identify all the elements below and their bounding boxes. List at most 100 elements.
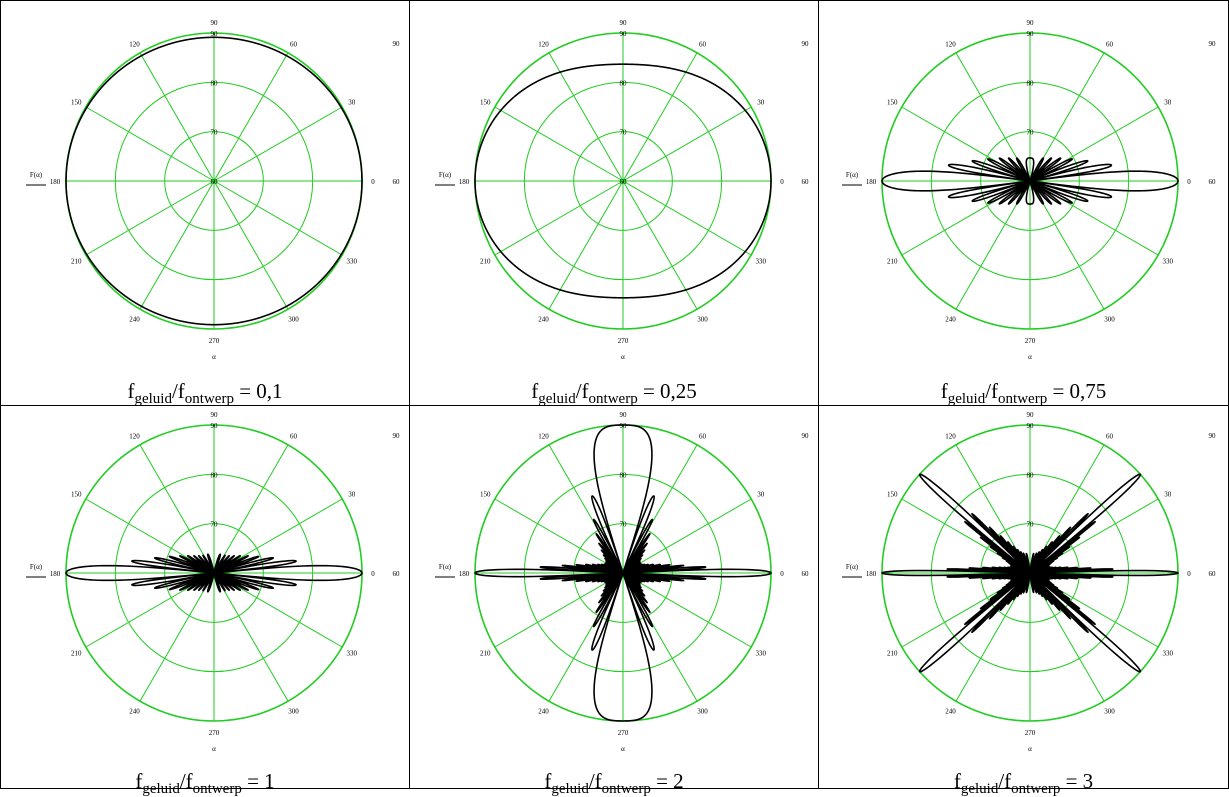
- caption-slash: /: [998, 769, 1005, 793]
- r-tick-right-top: 90: [802, 432, 810, 440]
- caption-f: f: [953, 769, 961, 793]
- caption-5: fgeluid/fontwerp = 2: [410, 771, 818, 797]
- theta-tick-label: 60: [290, 40, 298, 48]
- theta-tick-label: 270: [1025, 729, 1036, 737]
- theta-tick-label: 90: [211, 411, 219, 419]
- theta-tick-label: 150: [71, 99, 82, 107]
- theta-tick-label: 0: [780, 178, 784, 186]
- theta-tick-label: 150: [480, 99, 491, 107]
- r-tick-label: 80: [620, 471, 628, 479]
- polar-chart-3: 0 30 60 90 120 150 180 210 240 270 300 330 60 70 80 90 9…: [842, 19, 1216, 361]
- theta-axis-label: α: [621, 745, 625, 753]
- caption-f2: f: [581, 379, 589, 403]
- r-tick-label: 90: [211, 30, 219, 38]
- theta-tick-label: 240: [538, 316, 549, 324]
- theta-tick-label: 330: [755, 258, 766, 266]
- caption-sub-geluid: geluid: [947, 391, 986, 407]
- theta-tick-label: 0: [1187, 178, 1191, 186]
- theta-axis-label: α: [621, 353, 625, 361]
- theta-tick-label: 0: [1187, 570, 1191, 578]
- caption-3: fgeluid/fontwerp = 0,75: [819, 381, 1228, 407]
- theta-tick-label: 120: [129, 40, 140, 48]
- caption-value: = 0,25: [637, 379, 697, 403]
- grid-spoke: [494, 498, 624, 574]
- caption-f: f: [135, 769, 143, 793]
- directivity-curve: [65, 36, 363, 326]
- grid-spoke: [622, 572, 752, 648]
- grid-spoke: [622, 498, 752, 574]
- caption-sub-geluid: geluid: [551, 781, 589, 797]
- caption-f: f: [127, 379, 135, 403]
- theta-tick-label: 210: [480, 258, 491, 266]
- grid-spoke: [955, 180, 1031, 310]
- theta-tick-label: 270: [618, 729, 629, 737]
- caption-f: f: [544, 769, 552, 793]
- grid-spoke: [139, 572, 215, 702]
- grid-spoke: [1029, 180, 1105, 310]
- grid-spoke: [213, 180, 343, 256]
- theta-tick-label: 150: [887, 491, 898, 499]
- r-tick-right-mid: 60: [393, 178, 401, 186]
- theta-tick-label: 60: [1106, 40, 1114, 48]
- grid-spoke: [85, 106, 215, 182]
- panel-3: 0 30 60 90 120 150 180 210 240 270 300 330 60 70 80 90 9…: [818, 0, 1229, 407]
- caption-sub-ontwerp: ontwerp: [601, 781, 651, 797]
- caption-slash: /: [171, 379, 178, 403]
- caption-value: = 0,75: [1047, 379, 1107, 403]
- caption-sub-geluid: geluid: [142, 781, 180, 797]
- theta-tick-label: 240: [129, 708, 140, 716]
- grid-spoke: [548, 180, 624, 310]
- theta-axis-label: α: [1028, 353, 1032, 361]
- caption-f: f: [531, 379, 539, 403]
- theta-tick-label: 270: [209, 729, 220, 737]
- theta-tick-label: 300: [697, 316, 708, 324]
- theta-tick-label: 210: [887, 650, 898, 658]
- r-tick-label: 70: [211, 129, 219, 137]
- r-tick-label: 60: [620, 178, 628, 186]
- grid-spoke: [955, 52, 1031, 182]
- grid-spoke: [622, 106, 752, 182]
- theta-tick-label: 270: [1025, 337, 1036, 345]
- r-axis-label: F(α): [439, 171, 452, 179]
- theta-tick-label: 0: [780, 570, 784, 578]
- grid-spoke: [213, 106, 343, 182]
- grid-spoke: [139, 180, 215, 310]
- r-tick-label: 70: [620, 129, 628, 137]
- caption-sub-geluid: geluid: [960, 781, 999, 797]
- theta-tick-label: 120: [945, 432, 956, 440]
- theta-tick-label: 210: [71, 258, 82, 266]
- polar-chart-5: 0 30 60 90 120 150 180 210 240 270 300 330 60 70 80 90 9…: [435, 411, 810, 753]
- r-tick-right-top: 90: [393, 40, 401, 48]
- r-tick-right-mid: 60: [393, 570, 401, 578]
- r-tick-label: 80: [211, 471, 219, 479]
- caption-f2: f: [185, 769, 193, 793]
- theta-tick-label: 210: [480, 650, 491, 658]
- caption-value: = 3: [1060, 769, 1094, 793]
- grid-spoke: [213, 180, 289, 310]
- theta-tick-label: 30: [757, 491, 765, 499]
- caption-4: fgeluid/fontwerp = 1: [1, 771, 409, 797]
- r-tick-right-top: 90: [1209, 432, 1217, 440]
- grid-spoke: [548, 52, 624, 182]
- theta-tick-label: 330: [346, 258, 357, 266]
- r-axis-label: F(α): [846, 171, 859, 179]
- grid-spoke: [622, 180, 698, 310]
- caption-sub-geluid: geluid: [134, 391, 172, 407]
- theta-axis-label: α: [1028, 745, 1032, 753]
- theta-tick-label: 120: [538, 40, 549, 48]
- r-tick-label: 80: [620, 79, 628, 87]
- caption-sub-ontwerp: ontwerp: [192, 781, 242, 797]
- caption-slash: /: [575, 379, 582, 403]
- r-tick-label: 80: [1027, 471, 1035, 479]
- theta-axis-label: α: [212, 353, 216, 361]
- theta-tick-label: 30: [348, 491, 356, 499]
- grid-spoke: [622, 52, 698, 182]
- polar-chart-6: 0 30 60 90 120 150 180 210 240 270 300 330 60 70 80 90 9…: [842, 411, 1217, 753]
- directivity-curve: [881, 473, 1179, 673]
- grid-spoke: [622, 180, 752, 256]
- panel-1: 0 30 60 90 120 150 180 210 240 270 300 330 60 70 80 90 9…: [0, 0, 410, 407]
- theta-tick-label: 300: [288, 316, 299, 324]
- theta-axis-label: α: [212, 745, 216, 753]
- grid-spoke: [139, 52, 215, 182]
